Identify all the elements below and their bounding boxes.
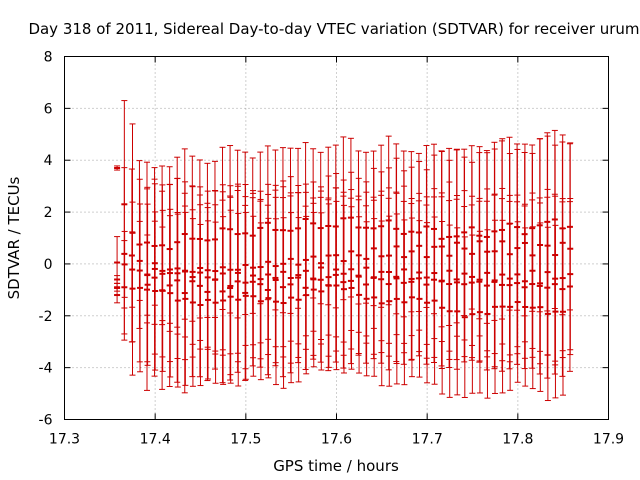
- error-bar: [506, 200, 513, 370]
- x-tick-label: 17.7: [412, 432, 443, 448]
- error-bar: [529, 199, 536, 369]
- error-bar: [242, 204, 249, 381]
- chart-title: Day 318 of 2011, Sidereal Day-to-day VTE…: [28, 20, 639, 38]
- error-bar: [347, 197, 354, 365]
- error-bar: [136, 178, 143, 363]
- x-axis-ticks: 17.3 17.4 17.5 17.6 17.7 17.8 17.9: [49, 56, 624, 448]
- error-bar: [196, 194, 203, 378]
- y-tick-label: -6: [39, 413, 53, 429]
- error-bar: [166, 183, 173, 387]
- error-bar: [408, 203, 415, 361]
- error-bar: [325, 199, 332, 372]
- error-bar: [181, 192, 188, 394]
- x-tick-label: 17.5: [230, 432, 261, 448]
- y-tick-label: -4: [39, 361, 53, 377]
- x-axis-label: GPS time / hours: [273, 457, 399, 475]
- error-bar: [114, 165, 121, 171]
- y-tick-label: 4: [44, 153, 53, 169]
- y-tick-label: 8: [44, 50, 53, 66]
- x-tick-label: 17.4: [140, 432, 171, 448]
- error-bar: [174, 178, 181, 383]
- y-tick-label: 2: [44, 205, 53, 221]
- error-bar: [114, 286, 121, 304]
- error-bar: [234, 189, 241, 373]
- error-bar: [363, 205, 370, 364]
- error-bar: [159, 190, 166, 390]
- error-bar: [332, 187, 339, 363]
- error-bar: [310, 197, 317, 360]
- y-tick-label: -2: [39, 309, 53, 325]
- error-bar: [144, 188, 151, 391]
- error-bar: [559, 201, 566, 377]
- error-bar: [219, 199, 226, 384]
- error-bar: [287, 195, 294, 374]
- error-bar: [317, 196, 324, 363]
- error-bar: [453, 198, 460, 361]
- y-axis-ticks: -6 -4 -2 0 2 4 6 8: [39, 50, 609, 429]
- error-bar: [355, 195, 362, 356]
- error-bar: [438, 196, 445, 367]
- error-bars: [114, 100, 574, 402]
- error-bar: [431, 196, 438, 363]
- error-bar: [189, 185, 196, 378]
- error-bar: [340, 195, 347, 369]
- error-bar: [151, 178, 158, 377]
- error-bar: [423, 204, 430, 365]
- y-tick-label: 0: [44, 257, 53, 273]
- error-bar: [227, 195, 234, 381]
- plot-frame: [64, 56, 609, 420]
- y-tick-label: 6: [44, 101, 53, 117]
- error-bar: [295, 192, 302, 364]
- error-bar: [121, 167, 128, 341]
- error-bar: [204, 202, 211, 382]
- y-axis-label: SDTVAR / TECUs: [5, 176, 23, 299]
- error-bar: [211, 189, 218, 370]
- error-bar: [114, 236, 121, 289]
- error-bar: [446, 200, 453, 369]
- error-bar: [249, 197, 256, 367]
- error-bar: [476, 200, 483, 363]
- error-bar: [566, 201, 573, 372]
- error-bar: [498, 198, 505, 372]
- error-bar: [521, 205, 528, 370]
- error-bar: [129, 201, 136, 376]
- x-tick-label: 17.3: [49, 432, 80, 448]
- error-bar: [393, 191, 400, 363]
- error-bar: [128, 168, 135, 343]
- error-bar: [544, 196, 551, 379]
- error-bar: [385, 197, 392, 371]
- error-bar: [279, 197, 286, 378]
- x-tick-label: 17.8: [502, 432, 533, 448]
- error-bar: [370, 196, 377, 360]
- error-bar: [264, 204, 271, 376]
- error-bar: [415, 200, 422, 357]
- error-bar: [400, 200, 407, 365]
- x-tick-label: 17.6: [321, 432, 352, 448]
- error-bar: [483, 200, 490, 371]
- error-bar: [302, 205, 309, 370]
- error-bar: [514, 201, 521, 365]
- error-bar: [378, 194, 385, 364]
- error-bar: [536, 197, 543, 375]
- x-tick-label: 17.9: [593, 432, 624, 448]
- error-bar: [551, 193, 558, 375]
- error-bar: [461, 206, 468, 363]
- error-bar: [272, 189, 279, 367]
- error-bar: [468, 204, 475, 361]
- error-bar: [257, 200, 264, 368]
- error-bar: [491, 194, 498, 370]
